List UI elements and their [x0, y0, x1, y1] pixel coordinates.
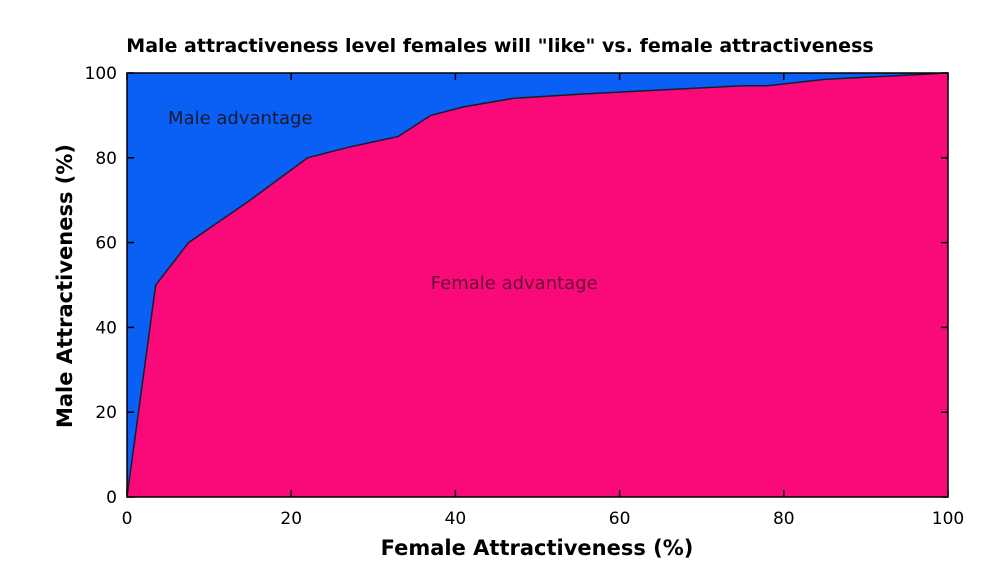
- ticks: [126, 72, 949, 498]
- x-tick-label: 60: [609, 509, 631, 529]
- y-tick-label: 20: [95, 403, 117, 423]
- chart-title: Male attractiveness level females will "…: [126, 35, 873, 57]
- x-tick-label: 20: [280, 509, 302, 529]
- y-axis-title: Male Attractiveness (%): [53, 144, 77, 428]
- x-tick-label: 80: [773, 509, 795, 529]
- y-tick-label: 100: [85, 64, 117, 84]
- y-tick-label: 80: [95, 149, 117, 169]
- boundary-line: [126, 72, 949, 498]
- plot-area: Male advantage Female advantage: [126, 72, 949, 498]
- x-tick-label: 0: [122, 509, 133, 529]
- female-advantage-label: Female advantage: [431, 273, 598, 294]
- y-tick-label: 0: [106, 488, 117, 508]
- plot-frame: [126, 72, 949, 498]
- male-advantage-label: Male advantage: [168, 108, 312, 129]
- y-tick-label: 40: [95, 318, 117, 338]
- y-tick-label: 60: [95, 234, 117, 254]
- x-tick-label: 40: [445, 509, 467, 529]
- y-tick-labels: 0 20 40 60 80 100: [85, 64, 117, 508]
- x-tick-labels: 0 20 40 60 80 100: [122, 509, 965, 529]
- female-advantage-region: [127, 73, 948, 497]
- x-axis-title: Female Attractiveness (%): [381, 536, 694, 560]
- x-tick-label: 100: [932, 509, 964, 529]
